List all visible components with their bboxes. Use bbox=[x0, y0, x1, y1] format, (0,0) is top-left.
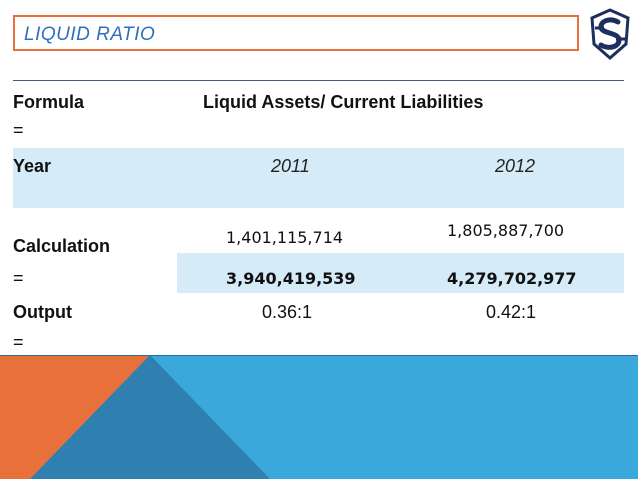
calculation-equals: = bbox=[13, 268, 24, 288]
year-label: Year bbox=[13, 156, 52, 176]
navy-s-shield-logo-icon bbox=[590, 8, 630, 60]
table-top-rule bbox=[13, 80, 624, 81]
footer-decoration bbox=[0, 355, 638, 479]
formula-value: Liquid Assets/ Current Liabilities bbox=[203, 92, 484, 112]
calculation-label: Calculation bbox=[13, 236, 111, 256]
numerator-2011: 1,401,115,714 bbox=[226, 228, 344, 247]
denominator-2011: 3,940,419,539 bbox=[226, 269, 356, 288]
formula-label: Formula bbox=[13, 92, 85, 112]
slide-title: LIQUID RATIO bbox=[24, 24, 156, 45]
title-box: LIQUID RATIO bbox=[13, 15, 579, 51]
output-2012: 0.42:1 bbox=[486, 302, 537, 322]
denominator-band bbox=[177, 253, 624, 293]
numerator-2012: 1,805,887,700 bbox=[447, 221, 565, 240]
output-2011: 0.36:1 bbox=[262, 302, 313, 322]
denominator-2012: 4,279,702,977 bbox=[447, 269, 577, 288]
year-2011: 2011 bbox=[271, 156, 310, 176]
formula-equals: = bbox=[13, 120, 24, 140]
year-row-band bbox=[13, 148, 624, 208]
year-2012: 2012 bbox=[495, 156, 536, 176]
output-equals: = bbox=[13, 332, 24, 352]
output-label: Output bbox=[13, 302, 72, 322]
